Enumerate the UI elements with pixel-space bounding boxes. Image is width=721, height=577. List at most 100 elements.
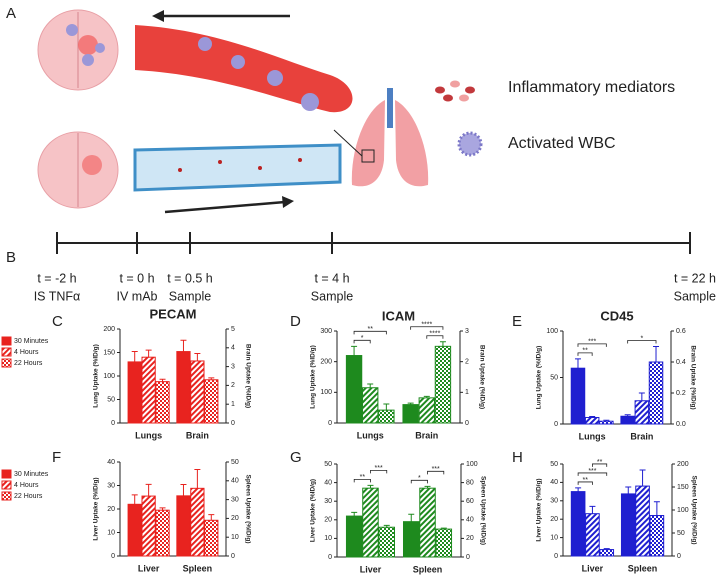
event-label: IV mAb [117,289,158,303]
y2-tick-label: 0 [677,553,681,560]
bar [204,379,219,424]
y-tick-label: 150 [103,349,115,356]
y2-tick-label: 50 [677,530,685,537]
legend-swatch [1,358,12,368]
y-axis-label: Liver Uptake (%ID/g) [310,479,317,542]
significance-label: **** [421,322,432,329]
error-bar [439,341,446,347]
illustration [37,9,483,214]
error-bar [589,505,596,514]
error-bar [574,358,581,369]
chart-title: PECAM [150,306,197,321]
y2-tick-label: 0 [231,553,235,560]
y-axis-label: Liver Uptake (%ID/g) [93,477,100,540]
panel-label: F [52,449,61,466]
error-bar [575,487,582,492]
error-bar [145,483,152,497]
x-tick-label: Brain [186,430,209,440]
error-bar [180,339,187,352]
y-tick-label: 50 [324,461,332,468]
x-tick-label: Spleen [628,563,658,573]
bar [570,491,586,557]
y-tick-label: 50 [107,396,115,403]
bar [648,361,664,425]
y-tick-label: 20 [107,506,115,513]
bar [127,503,142,557]
error-bar [603,548,610,550]
legend-swatch [1,347,12,357]
error-bar [407,402,414,405]
y-tick-label: 0 [328,554,332,561]
legend-swatch [1,491,12,501]
y-tick-label: 200 [320,359,332,366]
bar [362,387,379,424]
chart-title: ICAM [382,308,415,323]
significance-label: * [640,335,643,342]
y-tick-label: 0 [554,553,558,560]
bar [176,495,191,557]
error-bar [351,345,358,356]
bar [141,356,156,424]
y-tick-label: 50 [550,461,558,468]
legend-label: 22 Hours [14,493,43,500]
x-tick-label: Liver [360,564,382,574]
y2-axis-label: Brain Uptake (%ID/g) [478,345,485,409]
significance-label: ** [582,348,588,355]
significance-label: ** [597,459,603,466]
y2-tick-label: 60 [466,498,474,505]
y-tick-label: 200 [103,326,115,333]
x-tick-label: Spleen [183,563,213,573]
y2-tick-label: 80 [466,479,474,486]
significance-label: ** [583,477,589,484]
bar [570,367,586,425]
significance-bracket [353,330,387,335]
significance-bracket [353,478,371,483]
y2-tick-label: 0 [231,420,235,427]
y-tick-label: 10 [324,535,332,542]
event-time: t = 0 h [119,271,154,285]
y2-tick-label: 10 [231,534,239,541]
error-bar [603,419,610,422]
y-tick-label: 10 [107,529,115,536]
error-bar [131,351,138,362]
y-tick-label: 10 [550,534,558,541]
legend-swatch [1,469,12,479]
error-bar [208,514,215,521]
y-tick-label: 30 [550,498,558,505]
y-tick-label: 0 [111,553,115,560]
y-axis-label: Lung Uptake (%ID/g) [310,345,317,409]
bar [418,397,435,424]
event-time: t = 22 h [674,271,716,285]
y-tick-label: 20 [324,517,332,524]
panel-label: D [290,313,301,330]
event-time: t = -2 h [37,271,76,285]
significance-label: * [418,475,421,482]
significance-bracket [627,340,657,344]
x-tick-label: Lungs [579,431,606,441]
y2-tick-label: 30 [231,496,239,503]
y2-tick-label: 1 [465,389,469,396]
significance-label: *** [588,468,596,475]
panel-label: B [6,249,16,266]
y2-tick-label: 50 [231,459,239,466]
y2-tick-label: 0.4 [676,359,686,366]
y2-tick-label: 20 [231,515,239,522]
bar [599,420,614,425]
bar [345,515,363,558]
y-tick-label: 20 [550,516,558,523]
significance-bracket [577,352,593,356]
error-bar [145,349,152,358]
legend-swatch [1,336,12,346]
bar [141,495,156,557]
y-tick-label: 100 [103,373,115,380]
error-bar [383,524,390,528]
x-tick-label: Lungs [357,430,384,440]
y2-tick-label: 100 [677,507,689,514]
bar [127,361,142,424]
y2-axis-label: Spleen Uptake (%ID/g) [479,476,486,545]
error-bar [589,416,596,418]
significance-bracket [353,339,371,344]
bar [635,485,650,557]
significance-bracket [410,326,444,330]
